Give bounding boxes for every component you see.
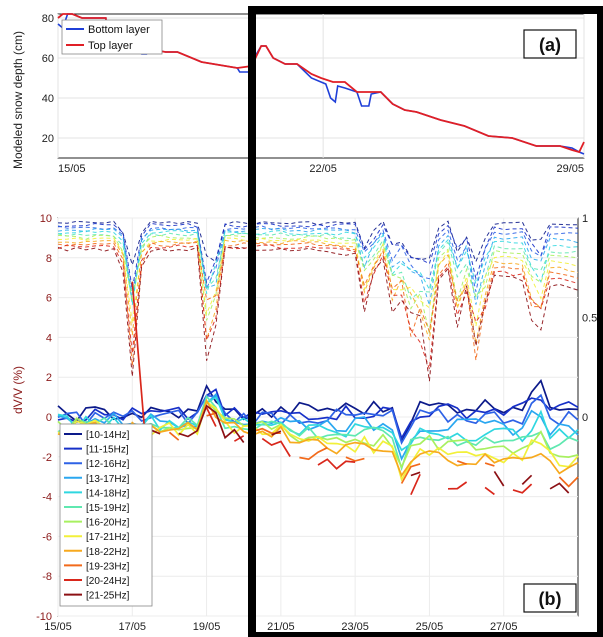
legend-label-0: [10-14Hz] xyxy=(86,430,130,441)
panel-b-y-tick-label: -4 xyxy=(42,492,52,504)
panel-a-x-ticks: 15/05 22/05 29/05 xyxy=(58,163,584,175)
legend-label-3: [13-17Hz] xyxy=(86,474,130,485)
panel-b-x-ticks: 15/05 17/05 19/05 21/05 23/05 25/05 27/05 xyxy=(44,621,517,633)
dvv-series-0 xyxy=(57,378,579,445)
panel-b-y-tick-label: -10 xyxy=(36,611,52,623)
panel-a-ylabel: Modeled snow depth (cm) xyxy=(11,31,25,169)
panel-a-legend: Bottom layer Top layer xyxy=(61,19,163,55)
panel-b-x-tick-label: 19/05 xyxy=(193,621,221,633)
legend-label-7: [17-21Hz] xyxy=(86,532,130,543)
panel-b-y-tick-label: -2 xyxy=(42,452,52,464)
panel-b-label: (b) xyxy=(539,589,562,609)
panel-b-y2-ticks: 00.51 xyxy=(582,213,597,424)
panel-b-y-tick-label: 4 xyxy=(46,332,52,344)
panel-b-x-tick-label: 17/05 xyxy=(119,621,147,633)
coherence-series-9 xyxy=(57,241,579,366)
legend-label-top-layer: Top layer xyxy=(88,40,133,52)
panel-a-y-tick-label: 80 xyxy=(42,13,54,25)
coherence-series-8 xyxy=(57,239,579,344)
panel-b-x-tick-label: 23/05 xyxy=(341,621,369,633)
panel-b-y-tick-label: 10 xyxy=(40,213,52,225)
panel-b-y2-tick-label: 0 xyxy=(582,412,588,424)
panel-a-label-box xyxy=(523,29,577,59)
dvv-series-1 xyxy=(57,388,579,441)
panel-a-y-tick-label: 60 xyxy=(42,53,54,65)
legend-label-1: [11-15Hz] xyxy=(86,445,129,456)
panel-a-x-tick-label: 22/05 xyxy=(309,163,337,175)
legend-label-9: [19-23Hz] xyxy=(86,561,130,572)
coherence-series-1 xyxy=(57,222,579,289)
panel-b-y-tick-label: 0 xyxy=(46,412,52,424)
panel-a-x-tick-label: 29/05 xyxy=(556,163,584,175)
panel-b-y-tick-label: 6 xyxy=(46,293,52,305)
panel-a-y-tick-label: 20 xyxy=(42,133,54,145)
panel-a-y-tick-label: 40 xyxy=(42,93,54,105)
panel-b-y-ticks: -10 -8 -6 -4 -2 0 2 4 6 8 10 xyxy=(36,213,52,623)
legend-label-10: [20-24Hz] xyxy=(86,576,130,587)
legend-label-6: [16-20Hz] xyxy=(86,518,130,529)
panel-b-coherence-series xyxy=(57,220,579,382)
panel-b-ylabel: dV/V (%) xyxy=(11,366,25,414)
legend-label-2: [12-16Hz] xyxy=(86,459,130,470)
panel-b-y2-tick-label: 0.5 xyxy=(582,313,597,325)
panel-a-y-ticks: 20 40 60 80 xyxy=(42,13,54,145)
panel-b-x-tick-label: 25/05 xyxy=(416,621,444,633)
panel-a: 20 40 60 80 15/05 22/05 29/05 Modeled snow de… xyxy=(11,13,585,175)
panel-b-legend: [10-14Hz] [11-15Hz] [12-16Hz] [13-17Hz] [14-… xyxy=(59,423,153,607)
coherence-series-6 xyxy=(57,234,579,334)
legend-label-5: [15-19Hz] xyxy=(86,503,130,514)
panel-b-x-tick-label: 21/05 xyxy=(267,621,295,633)
coherence-series-3 xyxy=(57,227,579,306)
coherence-series-5 xyxy=(57,232,579,300)
coherence-series-11 xyxy=(57,246,579,382)
panel-b-y-tick-label: -8 xyxy=(42,571,52,583)
panel-b-y-tick-label: 8 xyxy=(46,253,52,265)
legend-label-11: [21-25Hz] xyxy=(86,591,130,602)
panel-b-x-tick-label: 15/05 xyxy=(44,621,72,633)
coherence-series-4 xyxy=(57,229,579,305)
panel-b-y-tick-label: 2 xyxy=(46,372,52,384)
panel-b-y2-tick-label: 1 xyxy=(582,213,588,225)
panel-b-legend-box xyxy=(59,423,153,607)
panel-a-label: (a) xyxy=(539,35,561,55)
dvv-series-2 xyxy=(57,393,579,445)
panel-b-label-box xyxy=(523,583,577,613)
panel-b-y-tick-label: -6 xyxy=(42,531,52,543)
legend-label-bottom-layer: Bottom layer xyxy=(88,24,150,36)
dvv-series-11 xyxy=(150,404,570,494)
highlight-box xyxy=(248,6,603,637)
panel-a-legend-box xyxy=(61,19,163,55)
panel-a-grid xyxy=(57,14,585,158)
legend-label-4: [14-18Hz] xyxy=(86,488,130,499)
coherence-series-0 xyxy=(57,220,579,267)
panel-a-x-tick-label: 15/05 xyxy=(58,163,86,175)
legend-label-8: [18-22Hz] xyxy=(86,547,130,558)
panel-b-x-tick-label: 27/05 xyxy=(490,621,518,633)
